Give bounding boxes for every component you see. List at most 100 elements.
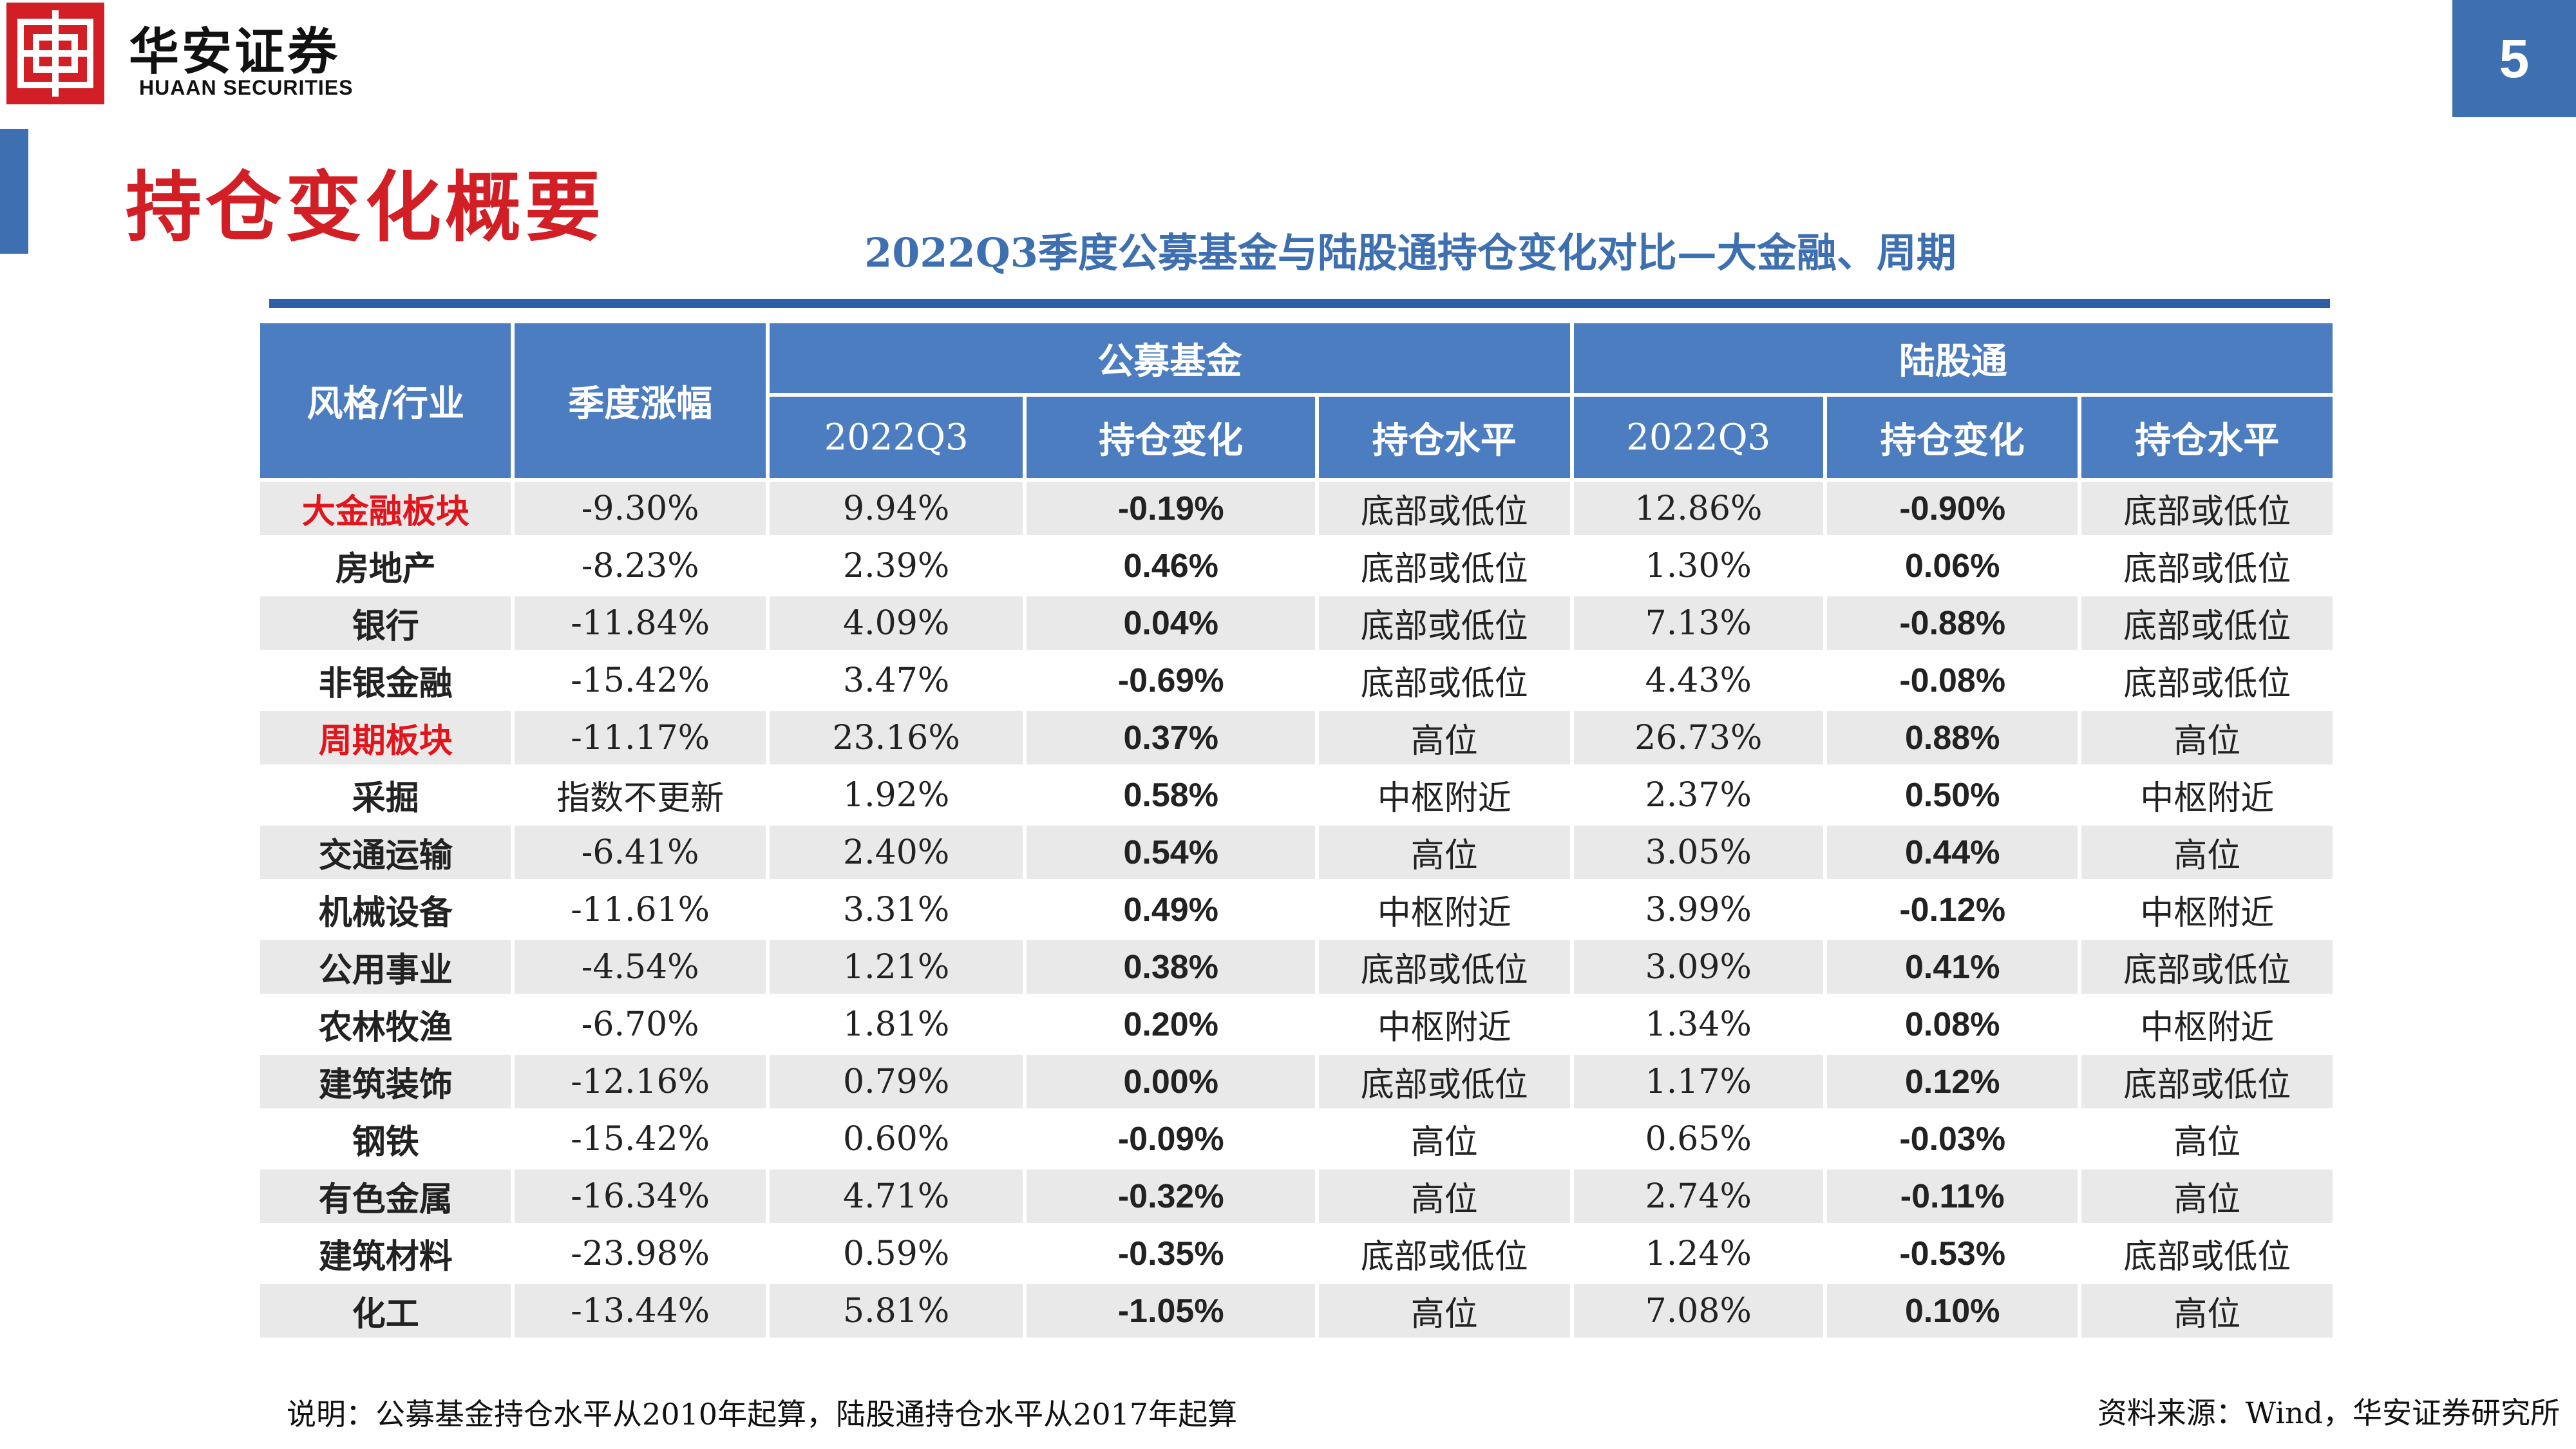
cell-fund-level: 中枢附近 [1319, 998, 1570, 1051]
cell-hk-2022q3: 1.17% [1573, 1055, 1823, 1108]
cell-quarter-change: -16.34% [515, 1170, 766, 1223]
cell-hk-change: 0.50% [1826, 768, 2078, 822]
cell-name: 建筑材料 [260, 1227, 511, 1280]
cell-hk-change: 0.06% [1826, 539, 2078, 592]
cell-hk-level: 高位 [2081, 711, 2333, 764]
cell-name: 大金融板块 [260, 482, 511, 535]
cell-fund-change: 0.37% [1027, 711, 1316, 764]
slide-title: 持仓变化概要 [126, 162, 605, 252]
cell-fund-level: 底部或低位 [1319, 940, 1570, 994]
cell-quarter-change: -13.44% [515, 1284, 766, 1338]
cell-fund-2022q3: 2.39% [769, 539, 1023, 592]
cell-hk-2022q3: 2.37% [1573, 768, 1823, 822]
cell-fund-2022q3: 1.21% [769, 940, 1023, 994]
table-row: 非银金融 -15.42% 3.47% -0.69% 底部或低位 4.43% -0.08% 底部… [260, 654, 2333, 707]
header-fund-2022q3: 2022Q3 [769, 397, 1023, 478]
cell-fund-2022q3: 23.16% [769, 711, 1023, 764]
cell-fund-2022q3: 0.79% [769, 1055, 1023, 1108]
cell-hk-change: 0.88% [1826, 711, 2078, 764]
holdings-table: 风格/行业 季度涨幅 公募基金 陆股通 2022Q3 持仓变化 持仓水平 202… [256, 319, 2336, 1341]
table-row: 钢铁 -15.42% 0.60% -0.09% 高位 0.65% -0.03% 高位 [260, 1112, 2333, 1166]
brand-name-en: HUAAN SECURITIES [139, 76, 354, 99]
cell-fund-level: 底部或低位 [1319, 1227, 1570, 1280]
header-style-industry: 风格/行业 [260, 323, 511, 478]
cell-quarter-change: -9.30% [515, 482, 766, 535]
header-group-hk: 陆股通 [1573, 323, 2333, 393]
cell-hk-change: -0.11% [1826, 1170, 2078, 1223]
table-row: 机械设备 -11.61% 3.31% 0.49% 中枢附近 3.99% -0.12% 中枢附近 [260, 883, 2333, 936]
table-row: 银行 -11.84% 4.09% 0.04% 底部或低位 7.13% -0.88% 底部或低位 [260, 596, 2333, 650]
cell-quarter-change: -11.84% [515, 596, 766, 650]
cell-hk-level: 底部或低位 [2081, 539, 2333, 592]
cell-hk-level: 底部或低位 [2081, 940, 2333, 994]
cell-fund-level: 高位 [1319, 1170, 1570, 1223]
cell-fund-2022q3: 4.09% [769, 596, 1023, 650]
footnote: 说明：公募基金持仓水平从2010年起算，陆股通持仓水平从2017年起算 [287, 1397, 1238, 1432]
cell-quarter-change: -8.23% [515, 539, 766, 592]
cell-name: 非银金融 [260, 654, 511, 707]
table-body: 大金融板块 -9.30% 9.94% -0.19% 底部或低位 12.86% -0.90% 底… [260, 482, 2333, 1338]
cell-hk-level: 底部或低位 [2081, 482, 2333, 535]
cell-quarter-change: -6.41% [515, 826, 766, 879]
source-citation: 资料来源：Wind，华安证券研究所 [2097, 1396, 2560, 1430]
cell-hk-2022q3: 3.05% [1573, 826, 1823, 879]
cell-hk-2022q3: 4.43% [1573, 654, 1823, 707]
cell-hk-change: 0.08% [1826, 998, 2078, 1051]
cell-fund-change: 0.38% [1027, 940, 1316, 994]
cell-hk-change: -0.90% [1826, 482, 2078, 535]
table-row: 化工 -13.44% 5.81% -1.05% 高位 7.08% 0.10% 高位 [260, 1284, 2333, 1338]
cell-hk-level: 高位 [2081, 1284, 2333, 1338]
cell-hk-level: 底部或低位 [2081, 1227, 2333, 1280]
cell-fund-2022q3: 9.94% [769, 482, 1023, 535]
cell-hk-level: 底部或低位 [2081, 596, 2333, 650]
cell-hk-level: 底部或低位 [2081, 1055, 2333, 1108]
cell-fund-level: 底部或低位 [1319, 1055, 1570, 1108]
cell-fund-2022q3: 2.40% [769, 826, 1023, 879]
cell-fund-2022q3: 0.59% [769, 1227, 1023, 1280]
header-group-fund: 公募基金 [769, 323, 1570, 393]
cell-fund-change: -0.32% [1027, 1170, 1316, 1223]
cell-fund-change: 0.54% [1027, 826, 1316, 879]
cell-hk-change: 0.12% [1826, 1055, 2078, 1108]
cell-fund-2022q3: 4.71% [769, 1170, 1023, 1223]
cell-name: 钢铁 [260, 1112, 511, 1166]
logo-emblem-icon [6, 3, 104, 104]
cell-hk-change: -0.53% [1826, 1227, 2078, 1280]
table-row: 大金融板块 -9.30% 9.94% -0.19% 底部或低位 12.86% -0.90% 底… [260, 482, 2333, 535]
cell-hk-level: 高位 [2081, 826, 2333, 879]
cell-fund-change: -0.35% [1027, 1227, 1316, 1280]
table-row: 农林牧渔 -6.70% 1.81% 0.20% 中枢附近 1.34% 0.08% 中枢附近 [260, 998, 2333, 1051]
table-row: 房地产 -8.23% 2.39% 0.46% 底部或低位 1.30% 0.06% 底部或低位 [260, 539, 2333, 592]
cell-name: 公用事业 [260, 940, 511, 994]
header-hk-2022q3: 2022Q3 [1573, 397, 1823, 478]
cell-fund-level: 底部或低位 [1319, 482, 1570, 535]
header-fund-level: 持仓水平 [1319, 397, 1570, 478]
table-row: 采掘 指数不更新 1.92% 0.58% 中枢附近 2.37% 0.50% 中枢附近 [260, 768, 2333, 822]
table-row: 有色金属 -16.34% 4.71% -0.32% 高位 2.74% -0.11% 高位 [260, 1170, 2333, 1223]
table-row: 交通运输 -6.41% 2.40% 0.54% 高位 3.05% 0.44% 高位 [260, 826, 2333, 879]
cell-hk-change: -0.08% [1826, 654, 2078, 707]
cell-hk-level: 底部或低位 [2081, 654, 2333, 707]
cell-fund-level: 底部或低位 [1319, 596, 1570, 650]
cell-name: 有色金属 [260, 1170, 511, 1223]
cell-fund-2022q3: 1.81% [769, 998, 1023, 1051]
cell-fund-level: 中枢附近 [1319, 883, 1570, 936]
cell-fund-change: 0.00% [1027, 1055, 1316, 1108]
cell-hk-2022q3: 1.30% [1573, 539, 1823, 592]
cell-name: 采掘 [260, 768, 511, 822]
cell-hk-change: -0.88% [1826, 596, 2078, 650]
cell-name: 交通运输 [260, 826, 511, 879]
header-hk-level: 持仓水平 [2081, 397, 2333, 478]
cell-hk-2022q3: 3.99% [1573, 883, 1823, 936]
company-logo [6, 3, 104, 104]
header-fund-change: 持仓变化 [1027, 397, 1316, 478]
cell-fund-level: 中枢附近 [1319, 768, 1570, 822]
cell-hk-2022q3: 2.74% [1573, 1170, 1823, 1223]
cell-name: 农林牧渔 [260, 998, 511, 1051]
cell-fund-2022q3: 1.92% [769, 768, 1023, 822]
cell-fund-level: 底部或低位 [1319, 654, 1570, 707]
title-divider [269, 299, 2330, 308]
cell-name: 化工 [260, 1284, 511, 1338]
cell-hk-2022q3: 0.65% [1573, 1112, 1823, 1166]
cell-fund-change: -0.19% [1027, 482, 1316, 535]
